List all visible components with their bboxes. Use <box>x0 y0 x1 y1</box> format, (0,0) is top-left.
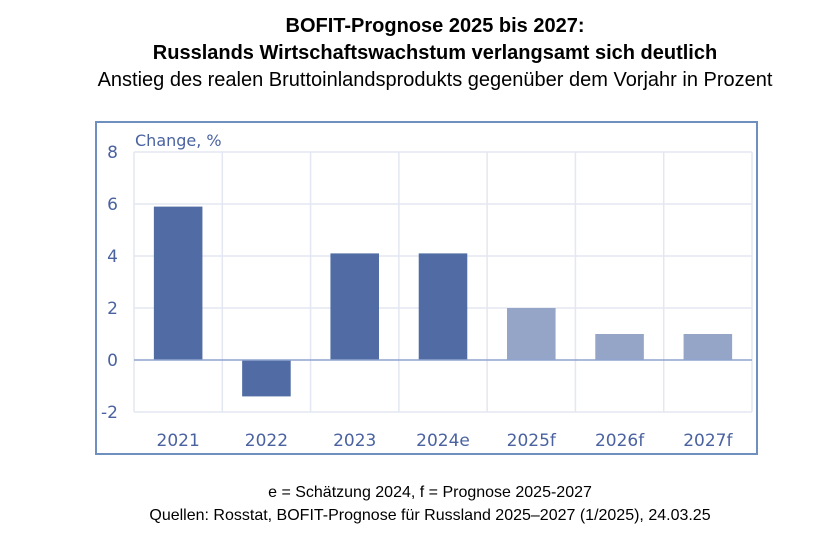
y-tick-label: 0 <box>107 351 118 371</box>
x-tick-label: 2026f <box>595 431 645 451</box>
y-tick-label: 8 <box>107 143 118 163</box>
y-axis-label: Change, % <box>135 131 222 150</box>
bar-2021 <box>153 206 203 360</box>
y-tick-label: -2 <box>101 403 118 423</box>
x-tick-label: 2027f <box>683 431 733 451</box>
chart-frame <box>95 121 758 455</box>
x-tick-label: 2025f <box>507 431 557 451</box>
chart-title-line2: Russlands Wirtschaftswachstum verlangsam… <box>152 42 718 64</box>
x-tick-label: 2024e <box>416 431 470 451</box>
bar-2023 <box>330 253 379 360</box>
bar-2025f <box>507 308 556 360</box>
bar-2026f <box>595 334 644 360</box>
bar-2022 <box>242 360 291 397</box>
y-tick-label: 4 <box>107 247 118 267</box>
x-tick-label: 2022 <box>245 431 288 451</box>
x-tick-label: 2023 <box>333 431 376 451</box>
chart-title-line1: BOFIT-Prognose 2025 bis 2027: <box>285 15 585 37</box>
bar-2027f <box>683 334 733 360</box>
y-tick-label: 2 <box>107 299 118 319</box>
x-tick-label: 2021 <box>157 431 200 451</box>
footnote: e = Schätzung 2024, f = Prognose 2025-20… <box>268 484 592 501</box>
y-tick-label: 6 <box>107 195 118 215</box>
sources: Quellen: Rosstat, BOFIT-Prognose für Rus… <box>149 507 711 524</box>
bar-2024e <box>418 253 468 360</box>
chart-subtitle: Anstieg des realen Bruttoinlandsprodukts… <box>97 69 773 91</box>
